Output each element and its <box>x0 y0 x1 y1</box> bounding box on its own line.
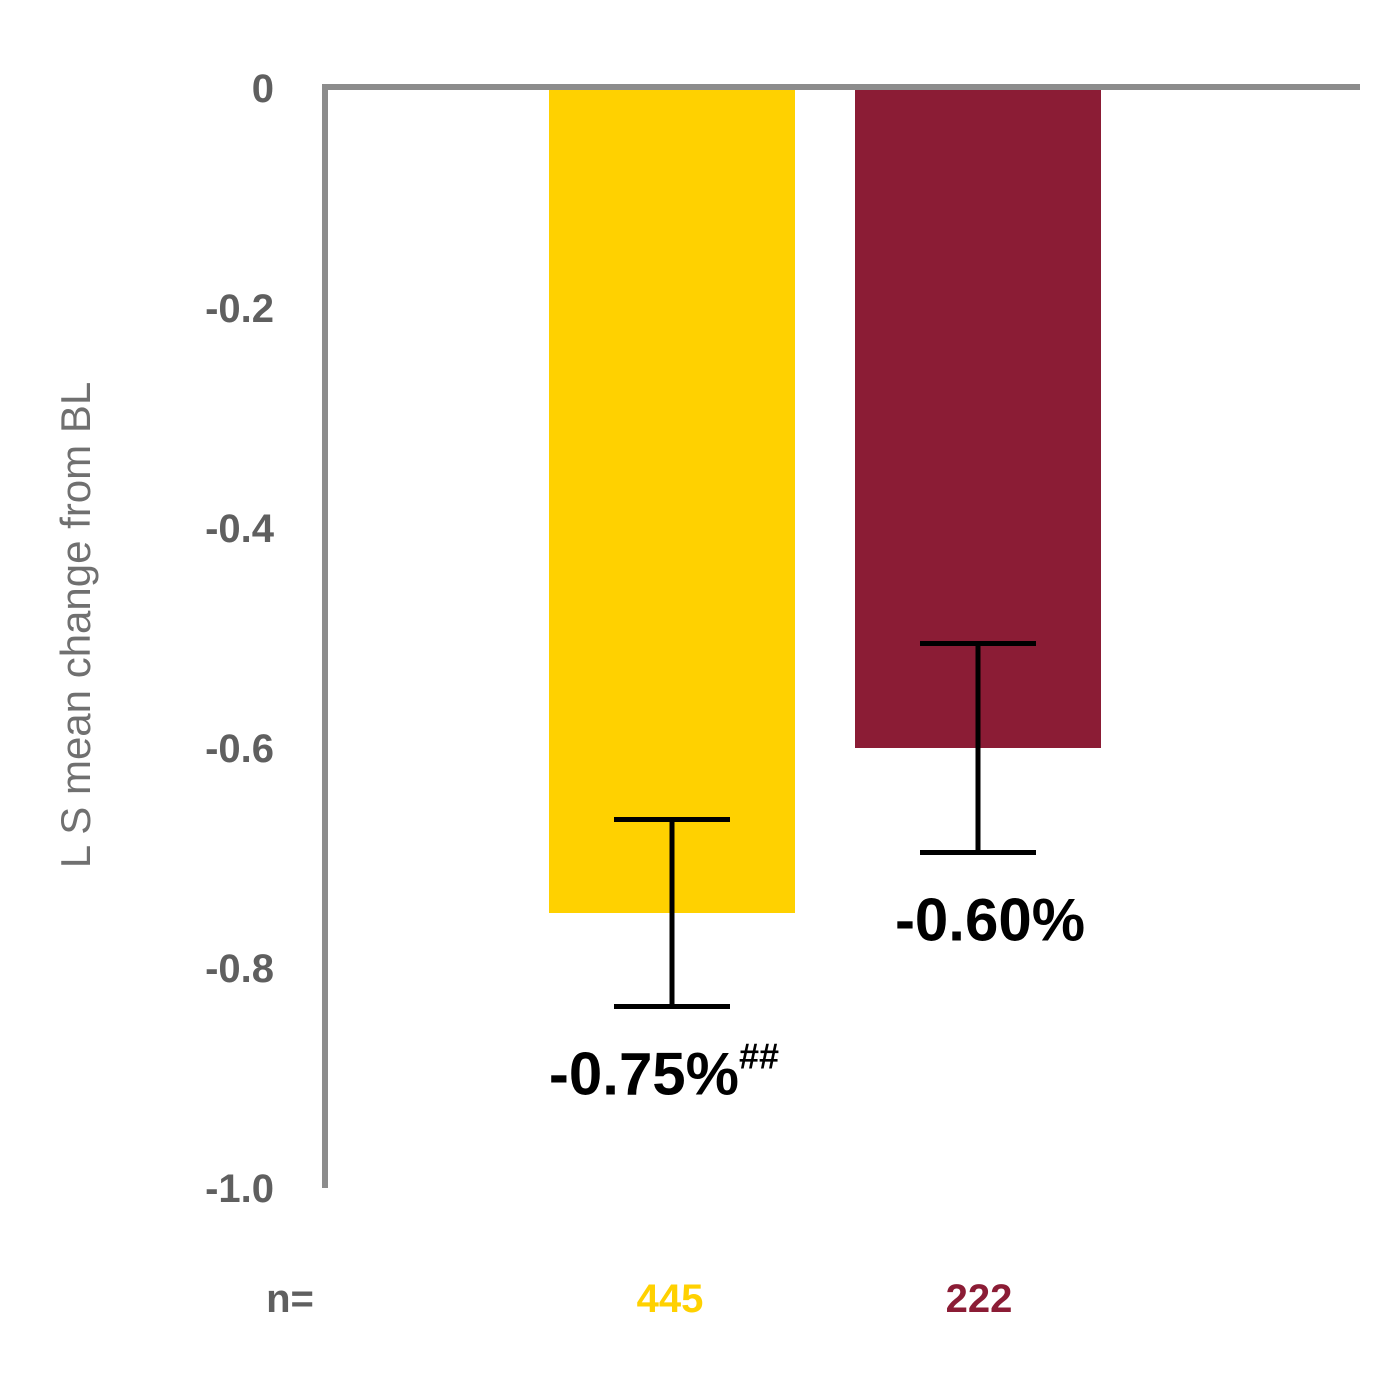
y-tick-label: 0 <box>252 67 274 111</box>
y-axis-title: L S mean change from BL <box>52 382 99 868</box>
bars <box>549 90 1101 913</box>
y-tick-label: -0.4 <box>205 507 275 551</box>
y-axis-ticks: 0 -0.2 -0.4 -0.6 -0.8 -1.0 <box>205 67 275 1211</box>
value-label: -0.75%## <box>549 1036 779 1108</box>
y-tick-label: -0.2 <box>205 287 274 331</box>
value-label: -0.60% <box>895 887 1085 954</box>
bar <box>549 90 795 913</box>
error-bars <box>614 641 1036 1009</box>
y-tick-label: -0.6 <box>205 727 274 771</box>
n-prefix-label: n= <box>266 1277 314 1321</box>
y-tick-label: -1.0 <box>205 1167 274 1211</box>
value-labels: -0.75%## -0.60% <box>549 887 1085 1108</box>
y-tick-label: -0.8 <box>205 947 274 991</box>
n-value-label: 445 <box>637 1277 704 1321</box>
sample-sizes: 445 222 <box>637 1277 1013 1321</box>
bar <box>855 90 1101 748</box>
n-value-label: 222 <box>946 1277 1013 1321</box>
value-label-superscript: ## <box>739 1036 779 1077</box>
axes <box>322 84 1360 1188</box>
